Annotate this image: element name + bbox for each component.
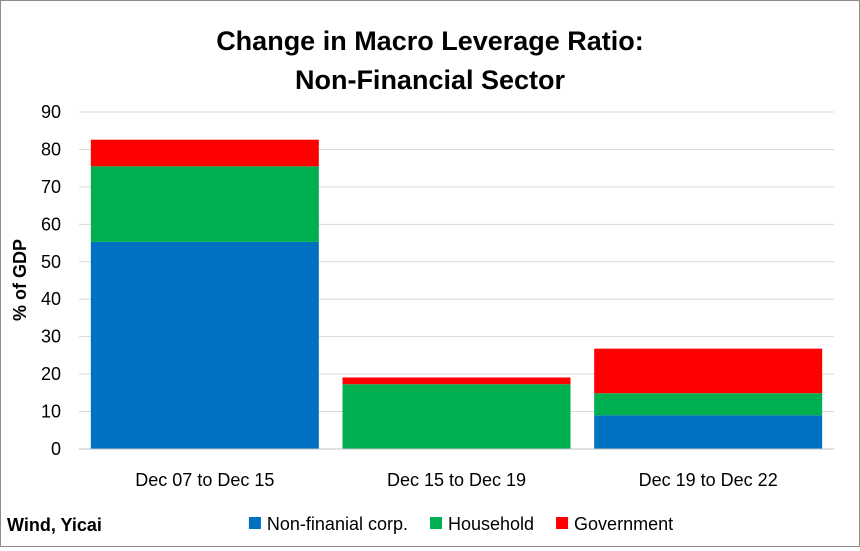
x-axis: Dec 07 to Dec 15 Dec 15 to Dec 19 Dec 19 t… (79, 448, 834, 490)
x-category-label-1: Dec 07 to Dec 15 (135, 470, 274, 490)
bar-segment-3-3 (594, 348, 823, 394)
x-category-label-2: Dec 15 to Dec 19 (387, 470, 526, 490)
bar-segment-1-1 (90, 241, 319, 449)
y-tick-label-70: 70 (41, 177, 61, 197)
bar-segment-3-1 (594, 415, 823, 449)
legend-item-2: Household (429, 514, 534, 534)
y-tick-label-20: 20 (41, 364, 61, 384)
chart-title-line-1: Change in Macro Leverage Ratio: (216, 26, 644, 56)
y-tick-label-80: 80 (41, 139, 61, 159)
legend-label-2: Household (448, 514, 534, 534)
legend-swatch-2 (429, 517, 442, 529)
legend-label-3: Government (574, 514, 673, 534)
legend-item-3: Government (556, 514, 673, 534)
x-category-label-3: Dec 19 to Dec 22 (639, 470, 778, 490)
y-axis-ticks: 0 10 20 30 40 50 60 70 80 90 (41, 102, 61, 459)
bars (90, 139, 823, 449)
bar-segment-3-2 (594, 393, 823, 416)
y-tick-label-30: 30 (41, 327, 61, 347)
bar-segment-1-3 (90, 139, 319, 167)
y-axis-title: % of GDP (10, 239, 30, 321)
y-tick-label-10: 10 (41, 402, 61, 422)
y-tick-label-90: 90 (41, 102, 61, 122)
legend-swatch-1 (248, 517, 261, 529)
bar-segment-1-2 (90, 166, 319, 242)
legend-item-1: Non-finanial corp. (248, 514, 408, 534)
bar-segment-2-3 (342, 377, 571, 385)
bar-segment-2-2 (342, 384, 571, 449)
y-tick-label-0: 0 (51, 439, 61, 459)
legend-label-1: Non-finanial corp. (267, 514, 408, 534)
chart-title-line-2: Non-Financial Sector (295, 65, 566, 95)
legend: Non-finanial corp. Household Government (248, 514, 673, 534)
y-tick-label-40: 40 (41, 289, 61, 309)
source-note: Wind, Yicai (7, 515, 102, 535)
legend-swatch-3 (556, 517, 569, 529)
y-tick-label-60: 60 (41, 214, 61, 234)
y-tick-label-50: 50 (41, 252, 61, 272)
